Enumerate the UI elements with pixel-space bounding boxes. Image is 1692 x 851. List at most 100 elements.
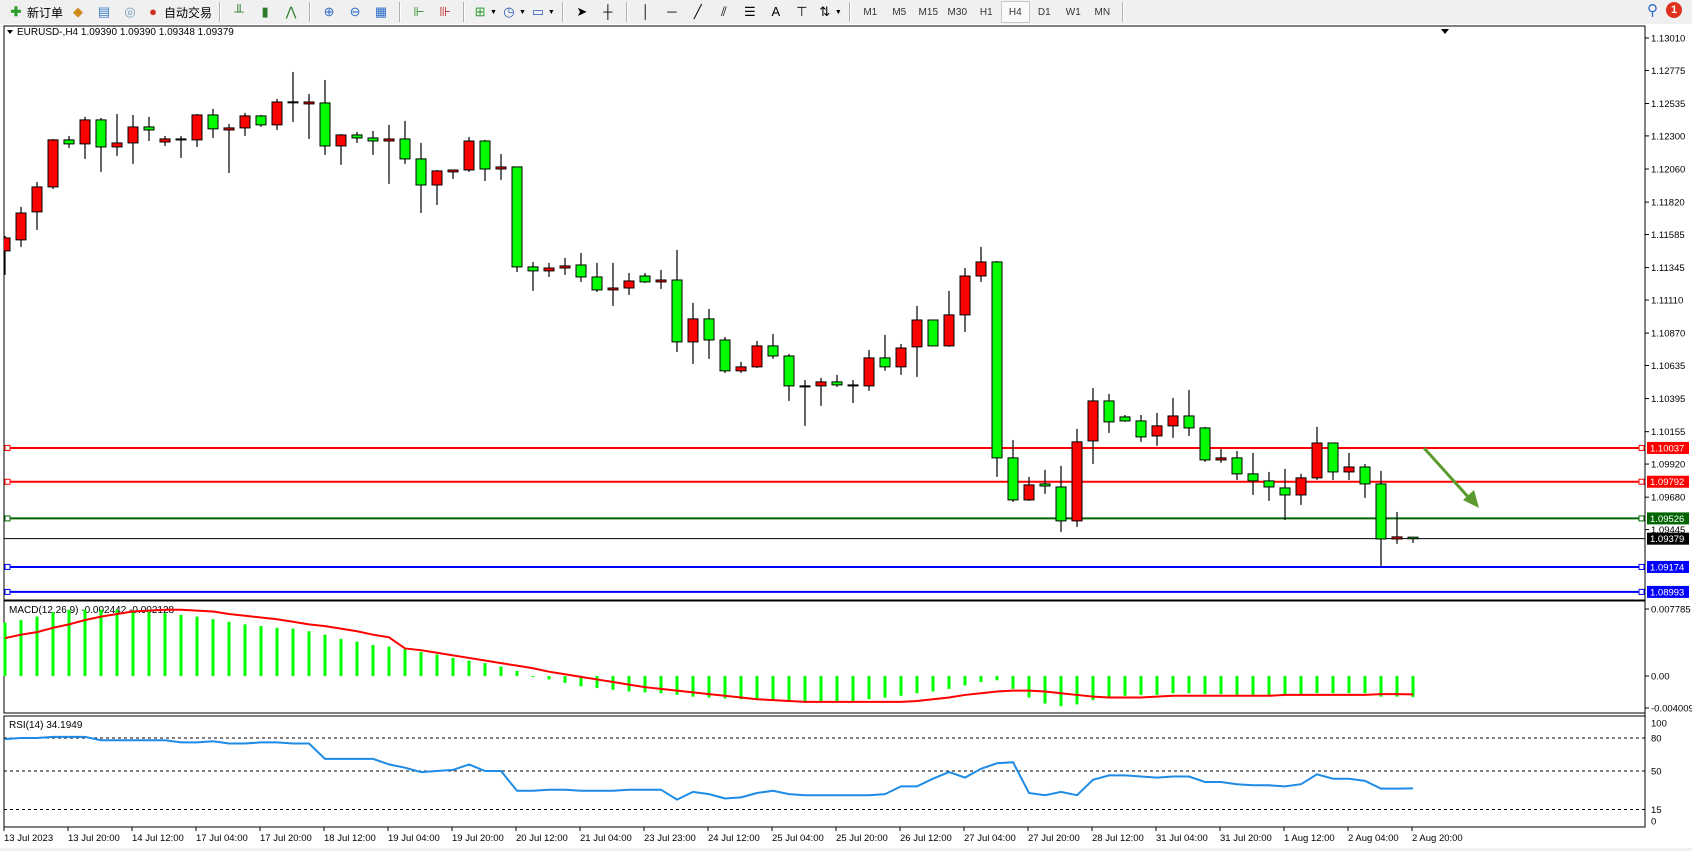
text-button[interactable]: A bbox=[763, 1, 789, 23]
candle-body bbox=[927, 319, 939, 347]
candle bbox=[447, 169, 459, 179]
candle bbox=[703, 308, 715, 359]
candle-body bbox=[1279, 487, 1291, 496]
candle-body bbox=[223, 127, 235, 131]
macd-histogram-bar bbox=[1331, 676, 1335, 694]
tile-windows-button[interactable]: ▦ bbox=[368, 1, 394, 23]
candle-body bbox=[783, 355, 795, 387]
candle bbox=[399, 120, 411, 164]
candle bbox=[1279, 468, 1291, 520]
trendline-button[interactable]: ╱ bbox=[685, 1, 711, 23]
macd-histogram-bar bbox=[467, 660, 471, 676]
timeframe-w1-button[interactable]: W1 bbox=[1065, 6, 1081, 18]
candle bbox=[495, 153, 507, 180]
candle-body bbox=[31, 186, 43, 213]
notification-badge[interactable]: 1 bbox=[1666, 2, 1682, 18]
level-price-label-bg bbox=[1647, 560, 1689, 573]
timeframe-mn-button[interactable]: MN bbox=[1094, 6, 1111, 18]
macd-histogram-bar bbox=[179, 614, 183, 676]
timeframe-h1-button[interactable]: H1 bbox=[979, 6, 993, 18]
terminal-button[interactable]: ▤ bbox=[91, 1, 117, 23]
macd-histogram-bar bbox=[995, 676, 999, 681]
templates-button[interactable]: ▭ ▼ bbox=[528, 1, 557, 23]
candle bbox=[303, 93, 315, 139]
chart-title: EURUSD-,H4 1.09390 1.09390 1.09348 1.093… bbox=[17, 27, 234, 38]
level-price-label: 1.08993 bbox=[1650, 587, 1684, 598]
price-tick-label: 1.11345 bbox=[1651, 263, 1685, 274]
macd-histogram-bar bbox=[547, 676, 551, 680]
auto-trading-button[interactable]: ● 自动交易 bbox=[143, 1, 214, 23]
timeframe-m30-button[interactable]: M30 bbox=[947, 6, 967, 18]
channel-button[interactable]: ⫽ bbox=[711, 1, 737, 23]
line-chart-button[interactable]: ⋀ bbox=[278, 1, 304, 23]
candle-body bbox=[1311, 442, 1323, 479]
candle bbox=[1215, 448, 1227, 463]
timeframe-h4-button[interactable]: H4 bbox=[1000, 1, 1030, 23]
toolbar-right: ⚲ 1 bbox=[1647, 1, 1682, 19]
candle-body bbox=[239, 115, 251, 129]
search-icon[interactable]: ⚲ bbox=[1647, 2, 1658, 19]
macd-histogram-bar bbox=[1235, 676, 1239, 695]
timeframe-d1-button[interactable]: D1 bbox=[1037, 6, 1051, 18]
timeframe-group: M1 M5 M15 M30 H1 H4 D1 W1 MN bbox=[856, 1, 1117, 23]
periods-icon: ◷ bbox=[503, 4, 515, 19]
candle-body bbox=[719, 339, 731, 372]
signals-icon: ◎ bbox=[124, 4, 136, 19]
candle bbox=[143, 116, 155, 142]
level-handle-right bbox=[1638, 515, 1645, 522]
timeframe-m1-button[interactable]: M1 bbox=[863, 6, 878, 18]
arrows-button[interactable]: ⇅ ▼ bbox=[815, 1, 844, 23]
candle bbox=[1055, 465, 1067, 532]
candle-body bbox=[1327, 442, 1339, 473]
candle-body bbox=[847, 384, 859, 387]
periods-button[interactable]: ◷ ▼ bbox=[499, 1, 528, 23]
macd-histogram-bar bbox=[531, 676, 535, 677]
candle-body bbox=[751, 345, 763, 368]
macd-histogram-bar bbox=[595, 676, 599, 689]
candle bbox=[239, 112, 251, 136]
fibonacci-button[interactable]: ☰ bbox=[737, 1, 763, 23]
macd-histogram-bar bbox=[1411, 676, 1415, 698]
new-order-button[interactable]: ✚ 新订单 bbox=[6, 1, 65, 23]
horizontal-line-button[interactable]: ─ bbox=[659, 1, 685, 23]
candle bbox=[367, 130, 379, 155]
price-tick-label: 1.12535 bbox=[1651, 99, 1685, 110]
bar-chart-button[interactable]: ╨ bbox=[226, 1, 252, 23]
candle bbox=[1343, 452, 1355, 480]
zoom-out-button[interactable]: ⊖ bbox=[342, 1, 368, 23]
price-tick-label: 1.13010 bbox=[1651, 34, 1685, 45]
timeframe-m15-button[interactable]: M15 bbox=[918, 6, 938, 18]
crosshair-button[interactable]: ┼ bbox=[595, 1, 621, 23]
toolbar-separator bbox=[309, 2, 312, 22]
macd-histogram-bar bbox=[483, 663, 487, 676]
level-price-label: 1.09379 bbox=[1650, 534, 1684, 545]
macd-histogram-bar bbox=[339, 638, 343, 676]
vertical-line-button[interactable]: │ bbox=[633, 1, 659, 23]
candle-body bbox=[831, 381, 843, 386]
candle-body bbox=[1231, 457, 1243, 475]
zoom-in-button[interactable]: ⊕ bbox=[316, 1, 342, 23]
text-label-button[interactable]: ⊤ bbox=[789, 1, 815, 23]
macd-histogram-bar bbox=[1203, 676, 1207, 695]
cursor-button[interactable]: ➤ bbox=[569, 1, 595, 23]
chart-shift-button[interactable]: ⊪ bbox=[432, 1, 458, 23]
toolbar-separator bbox=[848, 2, 851, 22]
candle bbox=[1071, 428, 1083, 527]
macd-label: MACD(12,26,9) -0.002442 -0.002128 bbox=[9, 605, 175, 616]
time-tick-label: 17 Jul 20:00 bbox=[260, 833, 312, 844]
history-button[interactable]: ◆ bbox=[65, 1, 91, 23]
candle bbox=[879, 334, 891, 371]
toolbar-separator bbox=[399, 2, 402, 22]
candlestick-button[interactable]: ▮ bbox=[252, 1, 278, 23]
time-tick-label: 14 Jul 12:00 bbox=[132, 833, 184, 844]
indicators-button[interactable]: ⊞ ▼ bbox=[470, 1, 499, 23]
timeframe-m5-button[interactable]: M5 bbox=[892, 6, 907, 18]
title-dropdown-icon bbox=[7, 30, 13, 34]
level-price-label-bg bbox=[1647, 532, 1689, 545]
time-tick-label: 19 Jul 20:00 bbox=[452, 833, 504, 844]
macd-panel bbox=[3, 600, 1646, 714]
signals-button[interactable]: ◎ bbox=[117, 1, 143, 23]
level-price-label: 1.09792 bbox=[1650, 477, 1684, 488]
chart-window[interactable]: EURUSD-,H4 1.09390 1.09390 1.09348 1.093… bbox=[0, 24, 1692, 851]
autoscroll-button[interactable]: ⊩ bbox=[406, 1, 432, 23]
